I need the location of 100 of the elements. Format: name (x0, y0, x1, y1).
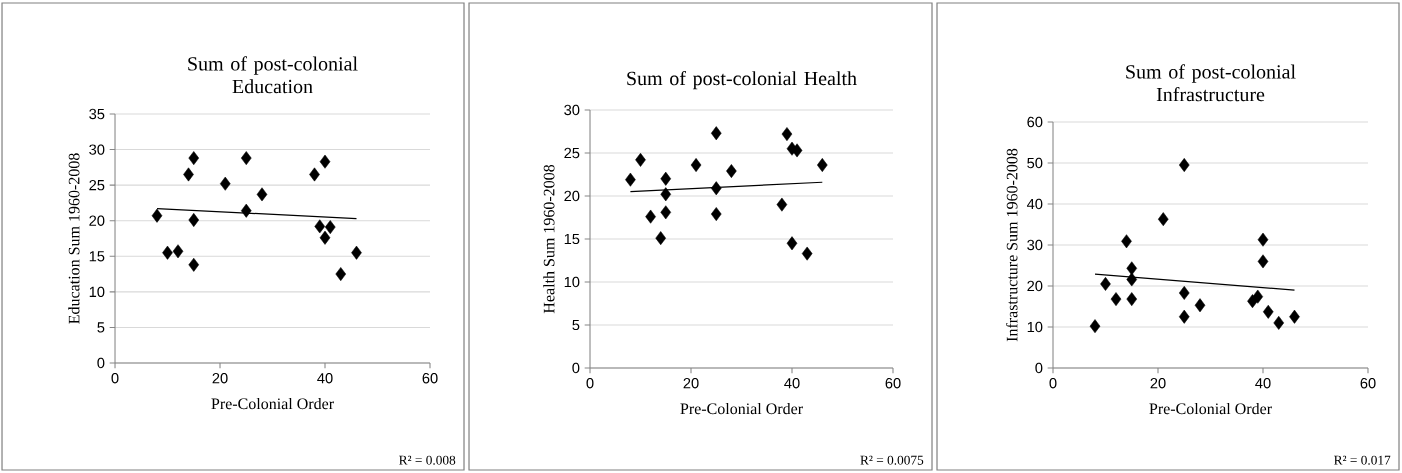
x-tick-label: 20 (212, 373, 228, 384)
point (240, 203, 252, 218)
point (1178, 309, 1190, 324)
x-axis-title: Pre-Colonial Order (1149, 402, 1272, 415)
chart-title: Sum of post-colonial Education (188, 56, 358, 94)
point (219, 176, 231, 191)
y-axis-title: Education Sum 1960-2008 (68, 153, 80, 324)
point (351, 245, 362, 260)
y-tick-label: 30 (564, 104, 580, 116)
x-tick-label: 20 (1150, 378, 1166, 389)
point (710, 181, 722, 196)
point (710, 126, 722, 141)
x-tick-label: 0 (111, 373, 119, 384)
point (1262, 304, 1274, 319)
point (786, 236, 798, 251)
y-tick-label: 15 (564, 233, 580, 245)
y-tick-label: 50 (1027, 157, 1043, 169)
point (1178, 158, 1190, 172)
point (319, 154, 331, 169)
point (1121, 234, 1132, 249)
point (710, 207, 722, 221)
y-axis-title: Infrastructure Sum 1960-2008 (1006, 148, 1018, 342)
point (1126, 261, 1138, 276)
y-tick-label: 35 (89, 108, 105, 120)
point (726, 164, 737, 178)
point (625, 172, 636, 187)
point (188, 151, 200, 166)
y-tick-label: 10 (1027, 321, 1043, 333)
y-tick-label: 25 (564, 147, 580, 159)
point (172, 244, 184, 259)
point (776, 197, 788, 212)
text: R² = 0.008 (399, 455, 456, 465)
y-tick-label: 20 (1027, 280, 1043, 292)
x-tick-label: 60 (885, 378, 901, 389)
point (1110, 292, 1122, 307)
x-axis-title: Pre-Colonial Order (211, 397, 334, 410)
point (635, 152, 646, 167)
x-tick-label: 60 (1360, 378, 1376, 389)
y-axis-title: Health Sum 1960-2008 (543, 164, 555, 314)
point (1289, 309, 1300, 324)
point (162, 245, 173, 260)
y-tick-label: 5 (572, 319, 580, 331)
y-tick-label: 30 (89, 144, 105, 155)
point (660, 171, 672, 186)
y-tick-label: 10 (564, 276, 580, 288)
point (1252, 289, 1264, 304)
text: R² = 0.0075 (860, 455, 924, 465)
chart-title: Sum of post-colonial Infrastructure (1126, 64, 1296, 102)
point (1178, 286, 1190, 300)
x-tick-label: 20 (683, 378, 699, 389)
point (645, 209, 656, 224)
y-tick-label: 5 (97, 322, 105, 333)
point (319, 230, 331, 245)
point (335, 267, 347, 281)
point (1194, 298, 1206, 313)
text: R² = 0.017 (1334, 455, 1391, 465)
x-tick-label: 0 (586, 378, 594, 389)
y-tick-label: 25 (89, 179, 105, 191)
y-tick-label: 0 (1035, 362, 1043, 374)
point (324, 220, 336, 235)
y-tick-label: 60 (1027, 116, 1043, 128)
chart-title: Sum of post-colonial Health (627, 70, 857, 90)
point (240, 151, 252, 166)
y-tick-label: 30 (1027, 239, 1043, 251)
point (309, 167, 320, 182)
point (801, 246, 813, 261)
y-tick-label: 15 (89, 251, 105, 262)
point (781, 127, 793, 142)
y-tick-label: 0 (572, 362, 580, 374)
x-tick-label: 40 (784, 378, 800, 389)
y-tick-label: 20 (564, 190, 580, 202)
y-tick-label: 20 (89, 215, 105, 226)
point (1157, 212, 1169, 227)
x-axis-title: Pre-Colonial Order (680, 402, 803, 415)
x-tick-label: 0 (1049, 378, 1057, 389)
point (1100, 277, 1111, 291)
x-tick-label: 60 (422, 373, 438, 384)
point (314, 219, 326, 234)
y-tick-label: 10 (89, 286, 105, 298)
point (660, 187, 672, 202)
point (1126, 272, 1138, 287)
point (188, 257, 200, 272)
point (1089, 319, 1101, 334)
point (1273, 315, 1285, 330)
y-tick-label: 0 (97, 357, 105, 369)
point (151, 208, 163, 223)
x-tick-label: 40 (317, 373, 333, 384)
point (817, 158, 828, 172)
point (791, 143, 803, 158)
y-tick-label: 40 (1026, 198, 1043, 210)
point (256, 187, 268, 202)
point (1257, 254, 1269, 269)
x-tick-label: 40 (1255, 378, 1271, 389)
point (655, 231, 666, 246)
point (1257, 232, 1269, 247)
point (183, 167, 194, 182)
point (660, 205, 672, 220)
point (1126, 292, 1138, 307)
point (690, 158, 702, 172)
point (188, 213, 200, 227)
